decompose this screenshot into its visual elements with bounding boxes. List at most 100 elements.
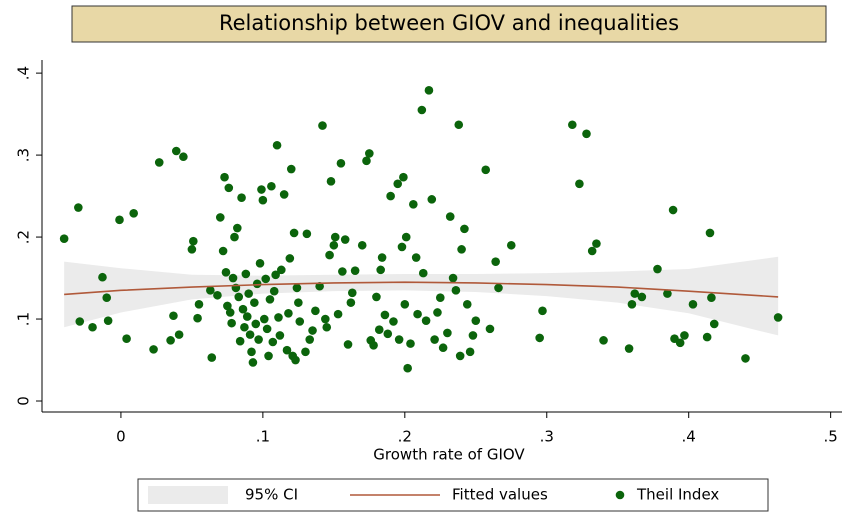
y-tick-label: .1	[15, 312, 33, 326]
x-tick-label: .5	[823, 428, 837, 446]
point	[277, 265, 286, 275]
point	[406, 339, 415, 348]
point	[455, 351, 465, 361]
point	[481, 165, 491, 175]
point	[295, 317, 305, 326]
point	[506, 240, 516, 250]
point	[169, 311, 178, 321]
point	[435, 293, 445, 303]
point	[254, 335, 263, 344]
point	[668, 205, 678, 215]
point	[333, 309, 343, 319]
point	[709, 319, 719, 329]
point	[171, 146, 181, 156]
point	[166, 336, 175, 345]
point	[417, 105, 427, 115]
point	[289, 228, 299, 238]
point	[233, 223, 242, 233]
point	[376, 265, 385, 275]
point	[292, 283, 302, 293]
point	[225, 308, 235, 317]
point	[485, 324, 495, 334]
point	[380, 310, 390, 320]
point	[187, 245, 197, 254]
point	[174, 330, 184, 339]
point	[272, 140, 282, 150]
point	[284, 309, 293, 318]
point	[255, 258, 265, 268]
point	[535, 333, 544, 343]
point	[637, 292, 647, 302]
point	[311, 306, 320, 316]
point	[357, 240, 367, 250]
point	[427, 195, 437, 204]
point	[418, 268, 428, 278]
point	[336, 158, 346, 168]
x-tick-label: .4	[682, 428, 696, 446]
point	[465, 347, 475, 357]
point	[242, 312, 252, 321]
point	[350, 266, 360, 275]
point	[592, 239, 601, 248]
point	[663, 289, 672, 298]
point	[340, 235, 350, 244]
point	[285, 254, 295, 263]
legend-label: Theil Index	[636, 486, 719, 504]
point	[409, 199, 418, 209]
point	[430, 335, 439, 344]
x-tick-label: .3	[540, 428, 554, 446]
y-tick-label: .2	[15, 230, 33, 244]
point	[448, 273, 458, 283]
point	[675, 338, 685, 348]
point	[627, 299, 637, 309]
point	[241, 269, 251, 279]
point	[624, 344, 634, 353]
point	[238, 304, 248, 314]
point	[599, 336, 608, 345]
point	[630, 289, 640, 298]
point	[424, 86, 434, 95]
point	[457, 245, 466, 254]
point	[403, 363, 412, 373]
point	[343, 340, 353, 349]
point	[741, 354, 750, 363]
point	[207, 353, 217, 362]
point	[258, 195, 268, 205]
point	[154, 158, 164, 167]
point	[268, 337, 278, 347]
point	[179, 152, 188, 162]
point	[372, 292, 381, 302]
point	[462, 299, 472, 309]
point	[318, 121, 327, 130]
point	[322, 322, 332, 332]
point	[346, 298, 356, 307]
legend-box	[137, 478, 769, 512]
point	[230, 232, 239, 242]
point	[362, 156, 371, 166]
point	[115, 215, 124, 225]
point	[264, 351, 273, 361]
point	[267, 181, 276, 191]
point	[271, 270, 280, 280]
point	[680, 331, 689, 340]
point	[330, 232, 340, 242]
point	[568, 120, 577, 130]
point	[445, 212, 455, 221]
point	[240, 322, 249, 332]
x-tick-label: 0	[116, 428, 126, 446]
point	[688, 299, 698, 309]
point	[400, 299, 410, 309]
point	[74, 203, 83, 212]
point	[265, 295, 275, 304]
point	[451, 286, 461, 295]
point	[393, 179, 403, 189]
x-tick-label: .2	[398, 428, 412, 446]
point	[234, 292, 244, 302]
point	[438, 343, 448, 353]
legend-label: 95% CI	[245, 486, 298, 504]
legend-swatch	[148, 486, 228, 504]
point	[707, 293, 716, 303]
point	[443, 328, 452, 338]
point	[274, 313, 283, 322]
point	[377, 253, 387, 262]
